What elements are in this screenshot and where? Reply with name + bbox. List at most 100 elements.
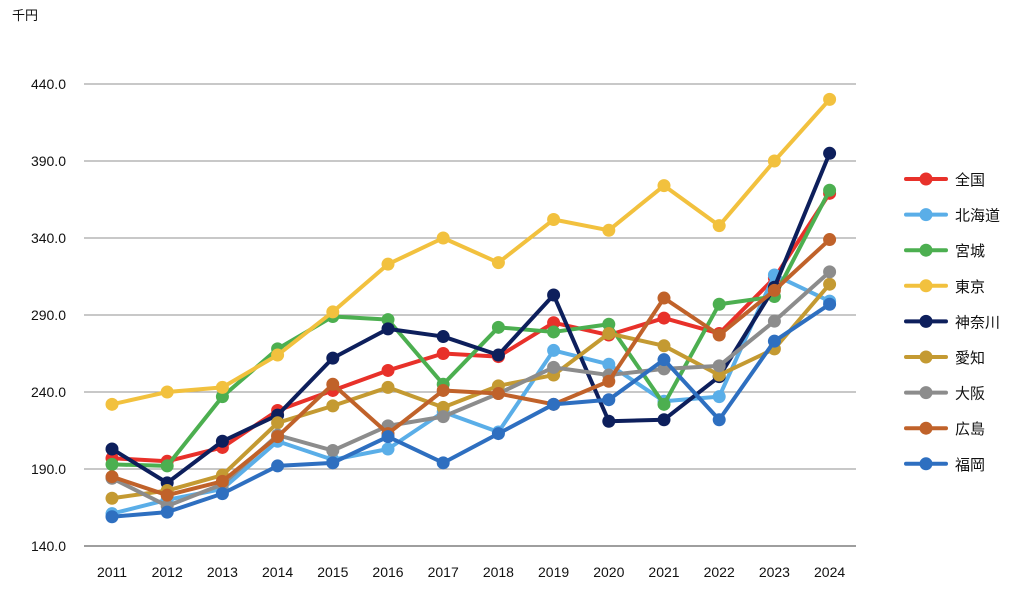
x-tick-label: 2020 bbox=[593, 564, 624, 580]
data-point bbox=[547, 325, 561, 339]
data-point bbox=[271, 430, 285, 444]
data-point bbox=[491, 427, 505, 441]
series-神奈川 bbox=[105, 146, 837, 490]
data-point bbox=[436, 410, 450, 424]
legend-label: 広島 bbox=[955, 420, 985, 438]
data-point bbox=[215, 487, 229, 501]
data-point bbox=[105, 457, 119, 471]
x-tick-label: 2021 bbox=[648, 564, 679, 580]
series-line bbox=[110, 282, 832, 501]
legend-label: 北海道 bbox=[955, 207, 1000, 225]
data-point bbox=[215, 434, 229, 448]
legend-label: 神奈川 bbox=[955, 313, 1000, 331]
series-福岡 bbox=[105, 297, 837, 524]
legend-label: 全国 bbox=[955, 171, 985, 189]
data-point bbox=[657, 397, 671, 411]
data-point bbox=[602, 357, 616, 371]
data-point bbox=[491, 256, 505, 270]
x-tick-label: 2016 bbox=[372, 564, 403, 580]
data-point bbox=[160, 505, 174, 519]
data-point bbox=[436, 231, 450, 245]
series-line bbox=[110, 97, 832, 407]
data-point bbox=[436, 383, 450, 397]
data-point bbox=[823, 146, 837, 160]
data-point bbox=[602, 223, 616, 237]
data-point bbox=[160, 488, 174, 502]
legend-marker bbox=[919, 421, 933, 435]
legend-item: 東京 bbox=[904, 278, 985, 296]
y-tick-label: 190.0 bbox=[31, 461, 66, 477]
series-line bbox=[110, 151, 832, 485]
unit-label: 千円 bbox=[12, 9, 38, 24]
legend-item: 神奈川 bbox=[904, 313, 1000, 331]
x-tick-label: 2013 bbox=[207, 564, 238, 580]
data-point bbox=[602, 393, 616, 407]
data-point bbox=[381, 257, 395, 271]
series-line bbox=[110, 302, 832, 519]
data-point bbox=[657, 179, 671, 193]
data-point bbox=[712, 297, 726, 311]
data-point bbox=[712, 359, 726, 373]
data-point bbox=[767, 154, 781, 168]
legend-label: 愛知 bbox=[955, 349, 985, 367]
data-point bbox=[105, 491, 119, 505]
data-point bbox=[271, 348, 285, 362]
data-point bbox=[823, 265, 837, 279]
y-tick-label: 440.0 bbox=[31, 76, 66, 92]
data-point bbox=[767, 334, 781, 348]
data-point bbox=[326, 351, 340, 365]
data-point bbox=[381, 313, 395, 327]
data-point bbox=[436, 400, 450, 414]
data-point bbox=[547, 316, 561, 330]
y-axis-ticks: 140.0 190.0 240.0 290.0 340.0 390.0 440.0 bbox=[31, 76, 66, 554]
data-point bbox=[657, 291, 671, 305]
data-point bbox=[767, 283, 781, 297]
series-line bbox=[110, 188, 832, 468]
data-point bbox=[657, 339, 671, 353]
series-line bbox=[110, 237, 832, 498]
legend-label: 宮城 bbox=[955, 242, 985, 260]
x-tick-label: 2011 bbox=[97, 564, 127, 580]
data-point bbox=[657, 413, 671, 427]
data-point bbox=[767, 314, 781, 328]
data-point bbox=[491, 348, 505, 362]
legend-label: 福岡 bbox=[955, 456, 985, 474]
legend-marker bbox=[919, 279, 933, 293]
data-point bbox=[712, 368, 726, 382]
data-point bbox=[823, 92, 837, 106]
data-point bbox=[712, 390, 726, 404]
data-point bbox=[491, 387, 505, 401]
x-tick-label: 2022 bbox=[704, 564, 735, 580]
data-point bbox=[271, 416, 285, 430]
data-point bbox=[271, 459, 285, 473]
x-tick-label: 2018 bbox=[483, 564, 514, 580]
data-point bbox=[381, 322, 395, 336]
data-point bbox=[436, 456, 450, 470]
data-point bbox=[436, 347, 450, 360]
data-point bbox=[381, 430, 395, 444]
data-point bbox=[326, 456, 340, 470]
x-tick-label: 2023 bbox=[759, 564, 790, 580]
series-東京 bbox=[105, 92, 837, 411]
data-point bbox=[381, 442, 395, 456]
data-point bbox=[326, 305, 340, 319]
data-point bbox=[547, 288, 561, 302]
data-point bbox=[547, 397, 561, 411]
data-point bbox=[381, 380, 395, 394]
y-tick-label: 290.0 bbox=[31, 307, 66, 323]
data-point bbox=[326, 444, 340, 458]
data-point bbox=[326, 399, 340, 413]
legend-marker bbox=[919, 243, 933, 257]
legend-label: 大阪 bbox=[955, 385, 985, 403]
data-point bbox=[436, 330, 450, 344]
legend-item: 福岡 bbox=[904, 456, 985, 474]
data-point bbox=[160, 385, 174, 399]
data-point bbox=[823, 183, 837, 197]
data-point bbox=[105, 470, 119, 484]
data-point bbox=[215, 380, 229, 394]
legend-item: 広島 bbox=[904, 420, 985, 438]
x-tick-label: 2017 bbox=[428, 564, 459, 580]
legend-marker bbox=[919, 350, 933, 364]
data-point bbox=[105, 510, 119, 524]
